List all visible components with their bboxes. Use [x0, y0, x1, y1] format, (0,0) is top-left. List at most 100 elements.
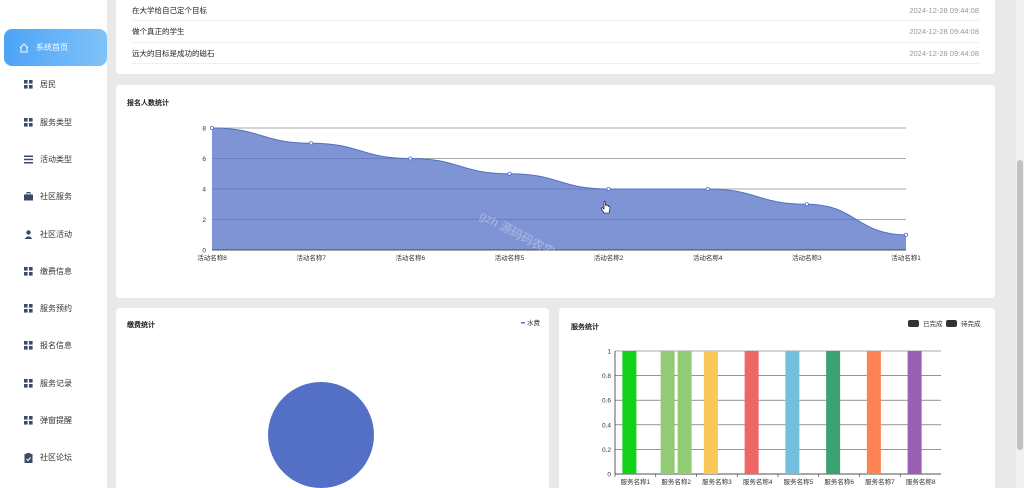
sidebar-item-7[interactable]: 服务预约 [0, 290, 107, 327]
service-chart-card: 服务统计 已完成 待完成 0 0.2 0.4 0.6 0.8 1 服务名称1 服务名称2 服务名称3… [559, 308, 995, 488]
area-point[interactable] [705, 187, 710, 192]
news-title[interactable]: 在大学给自己定个目标 [132, 5, 207, 15]
y-tick-label: 0.4 [602, 422, 611, 429]
area-point[interactable] [309, 141, 314, 146]
list-icon [22, 155, 34, 164]
y-tick-label: 0 [202, 248, 206, 255]
x-tick-label: 活动名称1 [891, 253, 921, 262]
x-tick-label: 活动名称2 [594, 253, 624, 262]
x-tick-label: 活动名称3 [792, 253, 822, 262]
sidebar-item-8[interactable]: 报名信息 [0, 327, 107, 364]
x-tick-label: 活动名称6 [395, 253, 425, 262]
area-line [211, 127, 907, 236]
y-tick-label: 0 [607, 472, 611, 479]
legend-swatch [521, 322, 525, 324]
news-title[interactable]: 做个真正的学生 [132, 27, 185, 36]
payment-chart-title: 缴费统计 [127, 322, 155, 329]
y-tick-label: 6 [202, 156, 206, 163]
sidebar-item-label: 活动类型 [40, 154, 72, 164]
bar-completed[interactable] [744, 351, 759, 474]
area-point[interactable] [210, 126, 215, 131]
pie-slice[interactable] [268, 382, 374, 488]
sidebar-item-5[interactable]: 社区活动 [0, 216, 107, 253]
user-icon [22, 229, 34, 239]
x-tick-label: 活动名称4 [693, 253, 723, 262]
area-point[interactable] [606, 187, 611, 192]
service-chart-title: 服务统计 [571, 324, 599, 331]
service-bar-chart: 已完成 待完成 0 0.2 0.4 0.6 0.8 1 服务名称1 服务名称2 服务名称3 服务名称4… [602, 319, 981, 486]
news-row[interactable]: 远大的目标是成功的磁石 2024-12-28 09:44:08 [132, 43, 979, 64]
x-tick-label: 服务名称6 [824, 477, 854, 486]
x-tick-label: 活动名称8 [197, 253, 227, 262]
sidebar-item-3[interactable]: 活动类型 [0, 141, 107, 178]
x-tick-label: 服务名称5 [784, 477, 814, 486]
page-scrollbar[interactable] [1016, 0, 1024, 488]
news-date: 2024-12-28 09:44:08 [909, 5, 979, 15]
sidebar-item-11[interactable]: 社区论坛 [0, 439, 107, 476]
y-tick-label: 0.2 [602, 447, 611, 454]
sidebar-item-label: 缴费信息 [40, 266, 72, 276]
sidebar-item-label: 系统首页 [36, 43, 68, 52]
grid-icon [22, 80, 34, 89]
sidebar: 系统首页居民服务类型活动类型社区服务社区活动缴费信息服务预约报名信息 服务记录弹窗… [0, 0, 107, 488]
grid-icon [22, 378, 34, 388]
news-date: 2024-12-28 09:44:08 [909, 27, 979, 36]
area-point[interactable] [408, 156, 413, 161]
bar-completed[interactable] [826, 351, 841, 474]
bar-completed[interactable] [907, 351, 922, 474]
bar-completed[interactable] [660, 351, 675, 474]
bar-completed[interactable] [866, 351, 881, 474]
bar-completed[interactable] [622, 351, 637, 474]
sidebar-item-4[interactable]: 社区服务 [0, 178, 107, 215]
grid-icon [22, 266, 34, 276]
bar-completed[interactable] [703, 351, 718, 474]
clipboard-icon [22, 452, 34, 463]
home-icon [18, 42, 30, 53]
legend-label-done[interactable]: 已完成 [923, 319, 943, 328]
x-tick-label: 服务名称8 [906, 477, 936, 486]
scroll-thumb[interactable] [1017, 160, 1023, 450]
sidebar-item-6[interactable]: 缴费信息 [0, 253, 107, 290]
x-tick-label: 活动名称7 [296, 253, 326, 262]
sidebar-item-label: 社区论坛 [40, 453, 72, 463]
y-tick-label: 8 [202, 126, 206, 133]
sidebar-item-label: 服务预约 [40, 304, 72, 314]
bar-pending[interactable] [677, 351, 692, 474]
y-tick-label: 0.8 [602, 373, 611, 380]
grid-icon [22, 304, 34, 313]
x-tick-label: 服务名称1 [621, 477, 651, 486]
news-card: 在大学给自己定个目标 2024-12-28 09:44:08 做个真正的学生 2024… [116, 0, 995, 74]
area-point[interactable] [507, 171, 512, 176]
signup-chart-card: 报名人数统计 0 2 4 6 8 活动名称8 活动名称7 活动名称6 活动名称5 活动名称2 活动名… [116, 85, 995, 298]
news-title[interactable]: 远大的目标是成功的磁石 [132, 48, 215, 58]
news-row[interactable]: 做个真正的学生 2024-12-28 09:44:08 [132, 22, 979, 43]
grid-icon [22, 416, 34, 425]
x-tick-label: 服务名称4 [743, 477, 773, 486]
sidebar-item-10[interactable]: 弹窗提醒 [0, 402, 107, 439]
x-tick-label: 服务名称3 [702, 477, 732, 486]
sidebar-item-2[interactable]: 服务类型 [0, 104, 107, 141]
x-tick-label: 服务名称7 [865, 477, 895, 486]
sidebar-item-9[interactable]: 服务记录 [0, 365, 107, 402]
payment-chart-card: 缴费统计 水费 [116, 308, 549, 488]
sidebar-item-0[interactable]: 系统首页 [4, 29, 107, 66]
sidebar-item-1[interactable]: 居民 [0, 66, 107, 103]
legend-swatch-done [908, 320, 919, 327]
grid-icon [22, 341, 34, 350]
legend-label[interactable]: 水费 [527, 318, 541, 327]
sidebar-item-label: 弹窗提醒 [40, 416, 72, 425]
area-point[interactable] [904, 232, 909, 237]
sidebar-item-label: 社区活动 [40, 229, 72, 239]
hand-cursor-icon [601, 201, 611, 214]
area-fill [212, 128, 906, 250]
y-tick-label: 4 [202, 187, 206, 194]
news-row[interactable]: 在大学给自己定个目标 2024-12-28 09:44:08 [132, 0, 979, 21]
y-tick-label: 2 [202, 217, 206, 224]
legend-swatch-pending [946, 320, 957, 327]
bar-completed[interactable] [785, 351, 800, 474]
grid-icon [22, 117, 34, 127]
area-point[interactable] [804, 202, 809, 207]
x-tick-label: 服务名称2 [661, 477, 691, 486]
legend-label-pending[interactable]: 待完成 [961, 319, 981, 328]
sidebar-item-label: 服务类型 [40, 117, 72, 127]
